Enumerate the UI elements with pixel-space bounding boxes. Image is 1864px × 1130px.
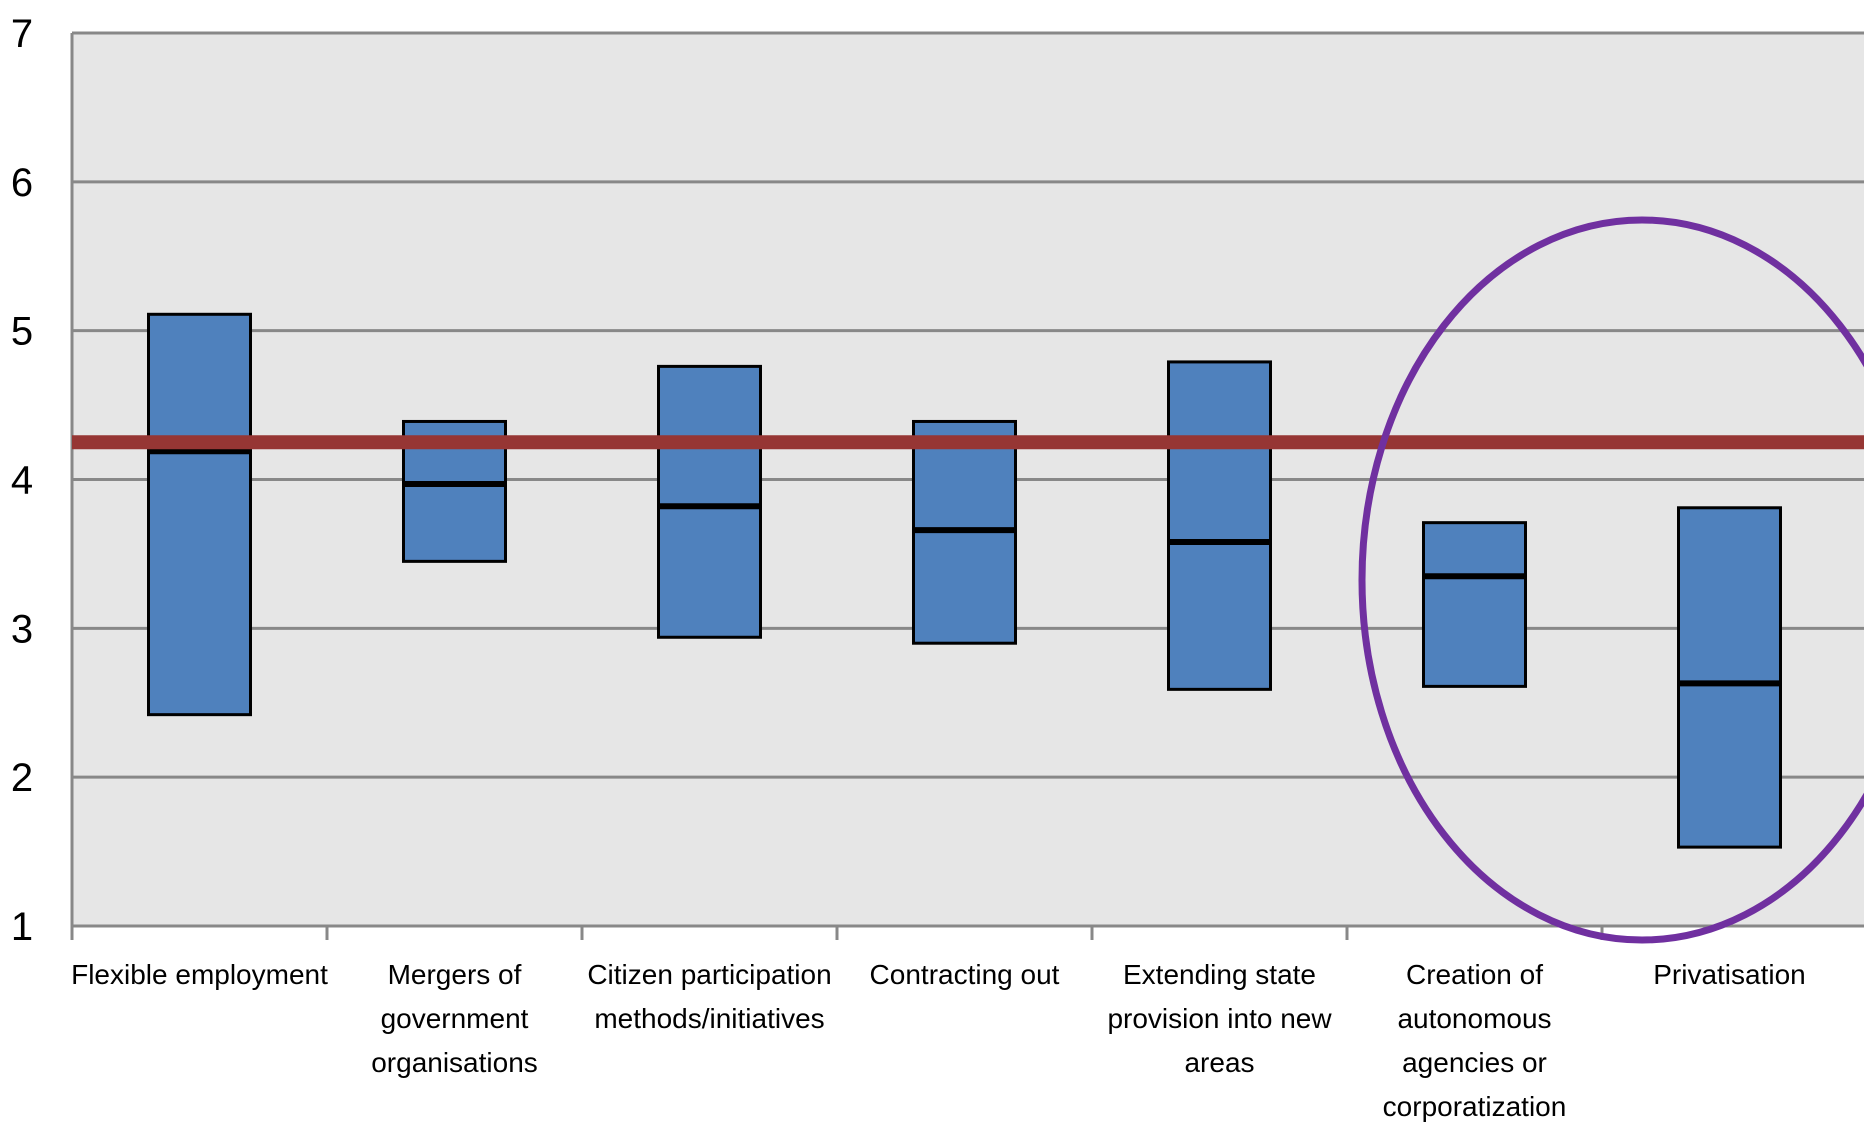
x-category-label: areas <box>1184 1047 1254 1078</box>
box-7 <box>1677 506 1782 849</box>
x-category-label: Extending state <box>1123 959 1316 990</box>
x-category-label: corporatization <box>1383 1091 1567 1122</box>
y-tick-label: 4 <box>11 459 33 503</box>
highlight-ellipse <box>1358 216 1864 944</box>
box-1 <box>147 312 252 717</box>
x-category-label: organisations <box>371 1047 538 1078</box>
y-tick-label: 7 <box>11 12 33 56</box>
x-category-label: Creation of <box>1406 959 1543 990</box>
x-category-label: government <box>381 1003 529 1034</box>
x-category-label: Mergers of <box>388 959 522 990</box>
box-6 <box>1422 521 1527 688</box>
box-5 <box>1167 360 1272 691</box>
x-category-label: agencies or <box>1402 1047 1547 1078</box>
box-3 <box>657 364 762 639</box>
y-tick-label: 6 <box>11 161 33 205</box>
x-category-label: Flexible employment <box>71 959 328 990</box>
y-tick-label: 2 <box>11 756 33 800</box>
y-tick-label: 1 <box>11 905 33 949</box>
x-category-label: provision into new <box>1107 1003 1332 1034</box>
x-category-label: Citizen participation <box>587 959 831 990</box>
y-tick-label: 5 <box>11 310 33 354</box>
x-category-label: autonomous <box>1397 1003 1551 1034</box>
y-tick-label: 3 <box>11 607 33 651</box>
x-category-label: Contracting out <box>870 959 1060 990</box>
x-category-label: methods/initiatives <box>594 1003 824 1034</box>
x-category-label: Privatisation <box>1653 959 1806 990</box>
